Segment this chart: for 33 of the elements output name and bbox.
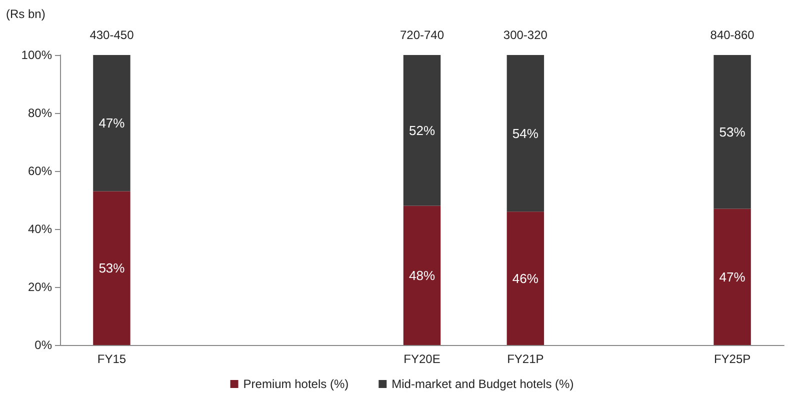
total-label: 720-740 bbox=[400, 28, 444, 42]
y-tick-label: 100% bbox=[21, 48, 52, 62]
y-tick-label: 0% bbox=[34, 338, 52, 352]
total-label: 430-450 bbox=[90, 28, 134, 42]
x-tick-label: FY25P bbox=[714, 352, 751, 366]
y-axis-title: (Rs bn) bbox=[6, 7, 46, 21]
data-label: 48% bbox=[408, 268, 436, 283]
y-tick-label: 60% bbox=[28, 164, 52, 178]
data-label: 47% bbox=[98, 116, 126, 131]
bar bbox=[714, 55, 751, 209]
data-label: 46% bbox=[512, 270, 539, 286]
x-tick-label: FY15 bbox=[97, 352, 126, 366]
y-tick-label: 40% bbox=[28, 222, 52, 236]
data-label: 52% bbox=[408, 122, 436, 138]
bar bbox=[714, 208, 751, 345]
x-tick-label: FY20E bbox=[404, 352, 440, 366]
x-tick-label: FY21P bbox=[507, 352, 544, 366]
legend-label: Mid-market and Budget hotels (%) bbox=[392, 377, 574, 391]
total-label: 300-320 bbox=[503, 28, 548, 42]
bar bbox=[506, 212, 544, 345]
y-tick-label: 80% bbox=[28, 106, 52, 120]
bar bbox=[93, 55, 130, 192]
legend-label: Premium hotels (%) bbox=[243, 377, 349, 391]
bar bbox=[93, 191, 130, 345]
bar bbox=[403, 206, 441, 345]
data-label: 53% bbox=[719, 124, 746, 140]
total-label: 840-860 bbox=[710, 28, 755, 42]
bar bbox=[403, 55, 441, 206]
y-tick-label: 20% bbox=[28, 280, 52, 294]
data-label: 53% bbox=[98, 260, 126, 276]
data-label: 54% bbox=[512, 126, 539, 141]
data-label: 47% bbox=[719, 269, 746, 284]
bar bbox=[506, 55, 544, 212]
